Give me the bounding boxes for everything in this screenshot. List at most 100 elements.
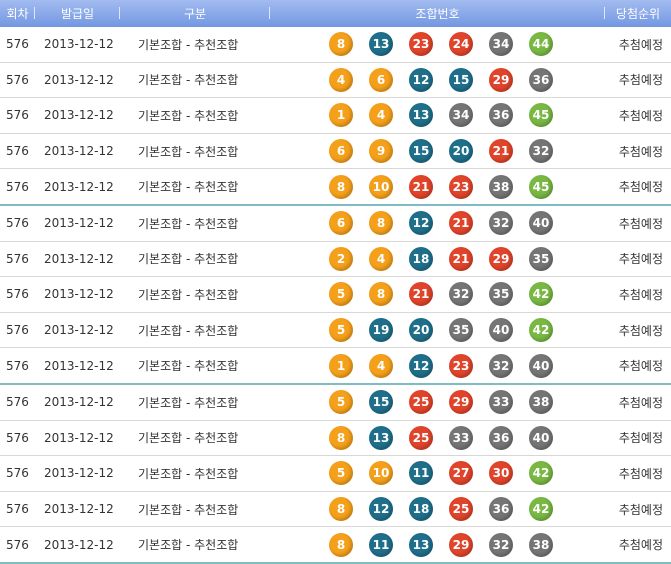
number-ball: 21 [449,246,473,271]
round-cell: 576 [0,491,35,528]
number-ball: 21 [409,282,433,307]
round-cell: 576 [0,133,35,170]
number-ball: 18 [409,497,433,522]
number-ball: 23 [449,174,473,199]
number-ball: 1 [329,353,353,378]
table-row: 576 2013-12-12 기본조합 - 추천조합 5 15 25 29 33 38 추… [0,383,671,421]
date-cell: 2013-12-12 [35,204,120,242]
rank-cell: 추첨예정 [605,383,671,421]
number-ball: 8 [369,211,393,236]
header-category: 구분 [120,0,270,27]
numbers-cell: 8 12 18 25 36 42 [270,491,605,528]
number-ball: 36 [489,103,513,128]
number-ball: 21 [489,139,513,164]
number-ball: 38 [529,532,553,557]
number-ball: 38 [529,390,553,415]
number-ball: 6 [369,67,393,92]
number-ball: 8 [329,532,353,557]
type-cell: 기본조합 - 추천조합 [120,455,270,492]
table-row: 576 2013-12-12 기본조합 - 추천조합 1 4 13 34 36 45 추첨… [0,97,671,134]
rank-cell: 추첨예정 [605,526,671,564]
round-cell: 576 [0,168,35,206]
number-ball: 9 [369,139,393,164]
number-ball: 33 [489,390,513,415]
number-ball: 15 [449,67,473,92]
table-row: 576 2013-12-12 기본조합 - 추천조합 6 9 15 20 21 32 추첨… [0,133,671,170]
number-ball: 20 [409,318,433,343]
number-ball: 40 [529,425,553,450]
number-ball: 6 [329,211,353,236]
round-cell: 576 [0,455,35,492]
round-cell: 576 [0,97,35,134]
table-row: 576 2013-12-12 기본조합 - 추천조합 8 13 25 33 36 40 추… [0,420,671,457]
table-row: 576 2013-12-12 기본조합 - 추천조합 4 6 12 15 29 36 추첨… [0,62,671,99]
table-row: 576 2013-12-12 기본조합 - 추천조합 8 13 23 24 34 44 추… [0,27,671,63]
number-ball: 30 [489,461,513,486]
type-cell: 기본조합 - 추천조합 [120,526,270,564]
number-ball: 4 [329,67,353,92]
number-ball: 32 [529,139,553,164]
date-cell: 2013-12-12 [35,241,120,278]
numbers-cell: 8 11 13 29 32 38 [270,526,605,564]
number-ball: 24 [449,32,473,57]
number-ball: 32 [489,211,513,236]
table-row: 576 2013-12-12 기본조합 - 추천조합 2 4 18 21 29 35 추첨… [0,241,671,278]
number-ball: 36 [489,497,513,522]
number-ball: 4 [369,103,393,128]
number-ball: 36 [529,67,553,92]
round-cell: 576 [0,204,35,242]
numbers-cell: 8 13 25 33 36 40 [270,420,605,457]
number-ball: 42 [529,497,553,522]
number-ball: 32 [489,353,513,378]
numbers-cell: 2 4 18 21 29 35 [270,241,605,278]
number-ball: 12 [409,353,433,378]
table-row: 576 2013-12-12 기본조합 - 추천조합 5 10 11 27 30 42 추… [0,455,671,492]
number-ball: 38 [489,174,513,199]
number-ball: 32 [489,532,513,557]
number-ball: 42 [529,282,553,307]
number-ball: 35 [449,318,473,343]
numbers-cell: 5 15 25 29 33 38 [270,383,605,421]
number-ball: 34 [489,32,513,57]
date-cell: 2013-12-12 [35,97,120,134]
numbers-cell: 8 13 23 24 34 44 [270,27,605,63]
number-ball: 25 [409,425,433,450]
round-cell: 576 [0,312,35,349]
number-ball: 8 [329,174,353,199]
date-cell: 2013-12-12 [35,312,120,349]
number-ball: 5 [329,318,353,343]
rank-cell: 추첨예정 [605,204,671,242]
rank-cell: 추첨예정 [605,133,671,170]
type-cell: 기본조합 - 추천조합 [120,347,270,385]
type-cell: 기본조합 - 추천조합 [120,133,270,170]
number-ball: 29 [449,390,473,415]
number-ball: 15 [369,390,393,415]
numbers-cell: 5 10 11 27 30 42 [270,455,605,492]
number-ball: 27 [449,461,473,486]
table-header: 회차 발급일 구분 조합번호 당첨순위 [0,0,671,27]
header-rank: 당첨순위 [615,7,661,21]
number-ball: 12 [369,497,393,522]
number-ball: 6 [329,139,353,164]
number-ball: 29 [489,67,513,92]
number-ball: 25 [409,390,433,415]
number-ball: 35 [529,246,553,271]
rank-cell: 추첨예정 [605,455,671,492]
number-ball: 34 [449,103,473,128]
date-cell: 2013-12-12 [35,491,120,528]
number-ball: 25 [449,497,473,522]
header-numbers: 조합번호 [270,0,605,27]
number-ball: 8 [329,425,353,450]
numbers-cell: 4 6 12 15 29 36 [270,62,605,99]
number-ball: 13 [409,532,433,557]
number-ball: 21 [449,211,473,236]
number-ball: 12 [409,67,433,92]
round-cell: 576 [0,383,35,421]
number-ball: 8 [329,497,353,522]
rank-cell: 추첨예정 [605,97,671,134]
type-cell: 기본조합 - 추천조합 [120,204,270,242]
number-ball: 40 [529,211,553,236]
table-row: 576 2013-12-12 기본조합 - 추천조합 8 10 21 23 38 45 추… [0,168,671,206]
number-ball: 13 [409,103,433,128]
date-cell: 2013-12-12 [35,62,120,99]
